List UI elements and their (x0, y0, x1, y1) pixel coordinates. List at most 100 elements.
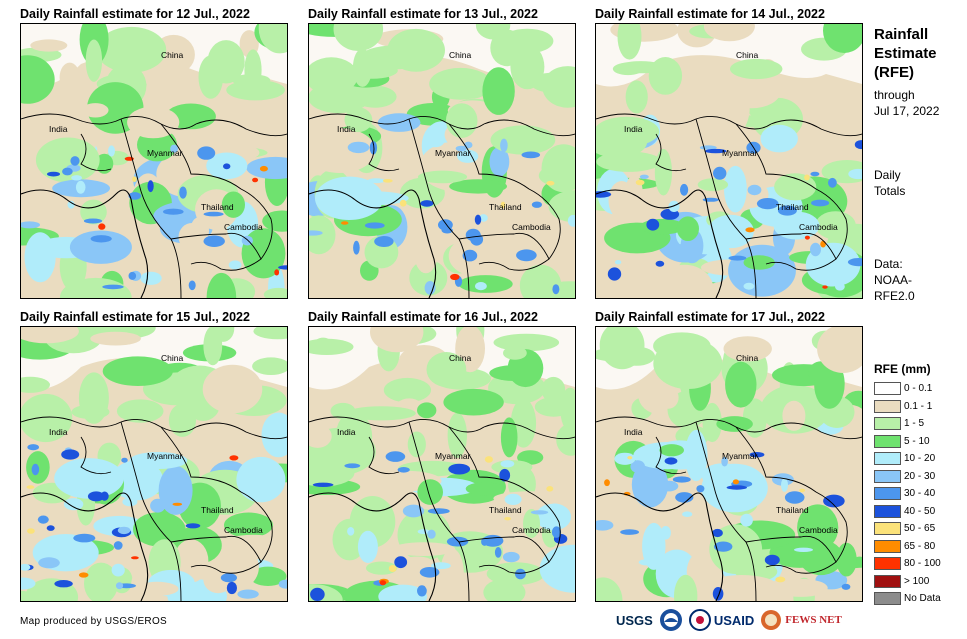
rain-cell (653, 338, 723, 389)
country-label-china: China (161, 50, 184, 60)
panel-title: Daily Rainfall estimate for 17 Jul., 202… (595, 310, 825, 324)
rain-cell (482, 67, 515, 115)
sidebar-title: Rainfall Estimate (RFE) (874, 25, 937, 82)
rain-cell (445, 103, 478, 138)
rain-cell (717, 591, 790, 601)
rain-cell (804, 235, 810, 240)
country-border (120, 421, 182, 601)
rain-cell (131, 556, 139, 560)
panel-title: Daily Rainfall estimate for 16 Jul., 202… (308, 310, 538, 324)
rainfall-panel: Daily Rainfall estimate for 15 Jul., 202… (20, 309, 288, 602)
legend-swatch (874, 399, 901, 413)
country-border (735, 123, 848, 260)
rain-cell (135, 581, 179, 596)
rainfall-map: China India Myanmar Thailand Cambodia (595, 326, 863, 602)
legend-item: > 100 (874, 574, 929, 589)
country-label-myanmar: Myanmar (435, 451, 471, 461)
usgs-logo: USGS (616, 612, 653, 628)
rain-cell (402, 504, 425, 518)
rain-cell (516, 249, 537, 262)
legend-swatch (874, 382, 901, 395)
rain-cell (312, 482, 334, 487)
rain-cell (417, 529, 430, 535)
totals-label: Totals (874, 184, 906, 198)
rain-cell (344, 463, 361, 469)
rain-cell (530, 72, 575, 93)
rainfall-panel: Daily Rainfall estimate for 17 Jul., 202… (595, 309, 863, 602)
rain-cell (781, 478, 788, 492)
rain-cell (163, 208, 184, 215)
rain-cell (446, 536, 469, 547)
rain-cell (489, 146, 510, 177)
rain-cell (27, 444, 39, 451)
rain-cell (93, 515, 145, 537)
country-border (80, 133, 112, 172)
legend-item: 1 - 5 (874, 416, 924, 431)
legend-swatch (874, 504, 901, 518)
rain-cell (309, 338, 354, 355)
legend-label: 0.1 - 1 (904, 400, 933, 412)
rain-cell (147, 180, 154, 193)
country-border (745, 535, 837, 574)
rain-cell (62, 167, 73, 176)
rain-cell (841, 583, 851, 590)
rain-cell (429, 67, 492, 100)
rain-cell (315, 176, 384, 220)
panel-title: Daily Rainfall estimate for 15 Jul., 202… (20, 310, 250, 324)
rain-cell (642, 522, 666, 570)
rain-cell (158, 465, 193, 515)
rainfall-raster (21, 24, 287, 298)
country-border (448, 426, 561, 563)
rain-cell (631, 461, 669, 508)
rain-cell (188, 280, 196, 291)
map-credit: Map produced by USGS/EROS (20, 616, 168, 627)
rain-cell (252, 357, 287, 375)
legend-item: 40 - 50 (874, 504, 935, 519)
rain-cell (535, 503, 572, 531)
country-label-myanmar: Myanmar (722, 451, 758, 461)
rain-cell (854, 140, 862, 150)
rain-cell (604, 479, 610, 487)
rain-cell (630, 460, 645, 473)
rain-cell (262, 210, 287, 232)
rain-cell (54, 458, 124, 499)
rain-cell (548, 190, 575, 223)
rain-cell (253, 327, 287, 340)
country-border (483, 119, 575, 137)
rain-cell (98, 223, 106, 230)
rain-cell (228, 260, 242, 270)
rain-cell (596, 577, 623, 601)
country-border (408, 118, 470, 298)
rain-cell (378, 584, 428, 601)
rain-cell (680, 183, 689, 196)
rain-cell (541, 144, 575, 193)
rain-cell (21, 221, 40, 229)
rain-cell (259, 165, 268, 172)
rain-cell (810, 171, 820, 177)
rain-cell (364, 222, 385, 229)
rain-cell (353, 85, 397, 108)
rain-cell (38, 557, 60, 569)
rain-cell (207, 40, 245, 84)
rain-cell (480, 199, 536, 215)
country-label-myanmar: Myanmar (722, 148, 758, 158)
rainfall-map: China India Myanmar Thailand Cambodia (308, 326, 576, 602)
country-label-cambodia: Cambodia (224, 525, 263, 535)
coastline (596, 189, 724, 298)
country-border (458, 535, 550, 574)
country-label-china: China (449, 50, 472, 60)
rain-cell (366, 561, 398, 575)
rain-cell (221, 191, 245, 218)
legend-label: 30 - 40 (904, 488, 936, 499)
country-label-india: India (49, 427, 68, 437)
rain-cell (95, 153, 114, 174)
panel-title: Daily Rainfall estimate for 14 Jul., 202… (595, 7, 825, 21)
rain-cell (635, 179, 645, 186)
rain-cell (804, 174, 810, 181)
rain-cell (113, 541, 123, 550)
rain-cell (140, 271, 162, 285)
data-source-line: RFE2.0 (874, 289, 915, 303)
rain-cell (638, 559, 657, 566)
legend-label: 40 - 50 (904, 505, 936, 517)
data-source-line: NOAA- (874, 273, 913, 287)
